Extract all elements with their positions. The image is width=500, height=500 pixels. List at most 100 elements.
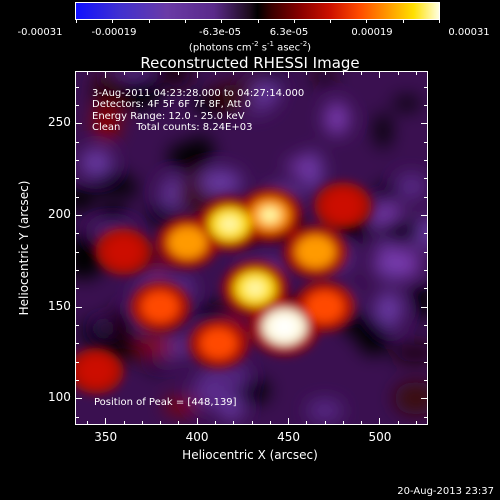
texture-blob: [378, 218, 423, 243]
x-minor-tick: [361, 421, 363, 424]
colorbar-tick: [184, 19, 186, 23]
x-minor-tick: [306, 421, 308, 424]
heatmap-svg: [76, 72, 427, 424]
x-minor-tick: [160, 421, 162, 424]
y-minor-tick: [424, 196, 427, 198]
texture-blob: [396, 173, 427, 200]
texture-blob: [394, 381, 427, 415]
x-minor-tick: [141, 72, 143, 75]
colorbar-label: 0.00031: [448, 27, 490, 38]
colorbar-tick: [330, 19, 332, 23]
colorbar-tick: [402, 19, 404, 23]
emission-blob: [200, 328, 237, 359]
x-tick-label: 500: [368, 430, 392, 444]
x-minor-tick: [178, 421, 180, 424]
y-minor-tick: [424, 270, 427, 271]
chart-title: Reconstructed RHESSI Image: [140, 54, 360, 72]
y-minor-tick: [76, 416, 79, 418]
x-tick-label: 450: [277, 430, 300, 444]
colorbar-label: 6.3e-05: [269, 27, 309, 38]
x-tick-label: 350: [94, 430, 118, 444]
texture-blob: [194, 303, 234, 324]
texture-blob: [324, 101, 350, 136]
y-minor-tick: [76, 288, 79, 290]
x-minor-tick: [178, 72, 180, 75]
y-minor-tick: [76, 196, 79, 198]
texture-blob: [101, 203, 125, 226]
texture-blob: [375, 183, 400, 203]
y-minor-tick: [424, 251, 427, 253]
texture-blob: [92, 102, 121, 141]
colorbar-label: -6.3e-05: [199, 27, 241, 38]
texture-blob: [192, 372, 231, 409]
y-minor-tick: [424, 380, 427, 381]
colorbar-tick: [76, 19, 77, 23]
texture-blob: [94, 85, 117, 107]
peak-position-text: Position of Peak = [448,139]: [94, 397, 237, 408]
y-minor-tick: [76, 105, 79, 106]
colorbar-tick: [293, 19, 295, 23]
y-tick: [421, 123, 427, 125]
x-minor-tick: [86, 72, 88, 75]
y-axis-label: Heliocentric Y (arcsec): [17, 180, 31, 316]
texture-blob: [135, 337, 174, 356]
texture-blob: [220, 396, 243, 421]
x-tick: [288, 418, 290, 424]
texture-blob: [312, 72, 337, 85]
emission-core: [273, 317, 296, 336]
emission-blob: [305, 291, 344, 323]
emission-core: [259, 206, 280, 224]
x-minor-tick: [233, 421, 235, 424]
y-minor-tick: [76, 380, 79, 381]
heatmap-blobs: [76, 182, 372, 394]
energy-range-text: Energy Range: 12.0 - 25.0 keV: [92, 111, 245, 122]
texture-blob: [356, 317, 391, 356]
texture-blob: [80, 148, 112, 176]
x-minor-tick: [214, 72, 216, 75]
x-tick-label: 400: [185, 430, 209, 444]
x-minor-tick: [233, 72, 235, 75]
y-tick-label: 200: [48, 207, 71, 221]
colorbar-tick: [439, 19, 440, 23]
x-minor-tick: [324, 72, 326, 75]
emission-blob: [106, 237, 141, 267]
x-minor-tick: [342, 421, 344, 424]
x-minor-tick: [141, 421, 143, 424]
x-minor-tick: [342, 72, 344, 75]
y-tick: [421, 215, 427, 216]
y-minor-tick: [76, 141, 79, 143]
x-minor-tick: [416, 421, 418, 424]
y-minor-tick: [424, 343, 427, 345]
y-minor-tick: [76, 233, 79, 235]
x-axis-label: Heliocentric X (arcsec): [182, 448, 318, 462]
texture-blob: [393, 96, 421, 111]
y-tick: [76, 215, 82, 216]
texture-blob: [105, 307, 141, 347]
texture-blob: [227, 363, 248, 390]
emission-core: [244, 279, 266, 297]
x-tick: [105, 72, 107, 78]
y-minor-tick: [76, 270, 79, 271]
texture-blob: [163, 398, 199, 414]
x-tick: [379, 418, 381, 424]
emission-blob: [295, 235, 336, 268]
y-minor-tick: [424, 141, 427, 143]
texture-blob: [168, 143, 201, 172]
y-minor-tick: [424, 160, 427, 161]
y-tick-label: 100: [48, 390, 71, 405]
texture-blob: [76, 233, 102, 261]
colorbar: [75, 2, 440, 20]
x-minor-tick: [397, 72, 399, 75]
texture-blob: [407, 281, 427, 301]
y-minor-tick: [76, 86, 79, 88]
y-minor-tick: [76, 361, 79, 363]
x-minor-tick: [214, 421, 216, 424]
x-tick: [288, 72, 290, 78]
colorbar-tick: [112, 19, 114, 23]
y-minor-tick: [424, 288, 427, 290]
x-minor-tick: [123, 421, 125, 424]
y-minor-tick: [424, 325, 427, 326]
x-tick: [379, 72, 381, 78]
y-tick-label: 150: [48, 298, 71, 313]
texture-blob: [374, 292, 403, 325]
